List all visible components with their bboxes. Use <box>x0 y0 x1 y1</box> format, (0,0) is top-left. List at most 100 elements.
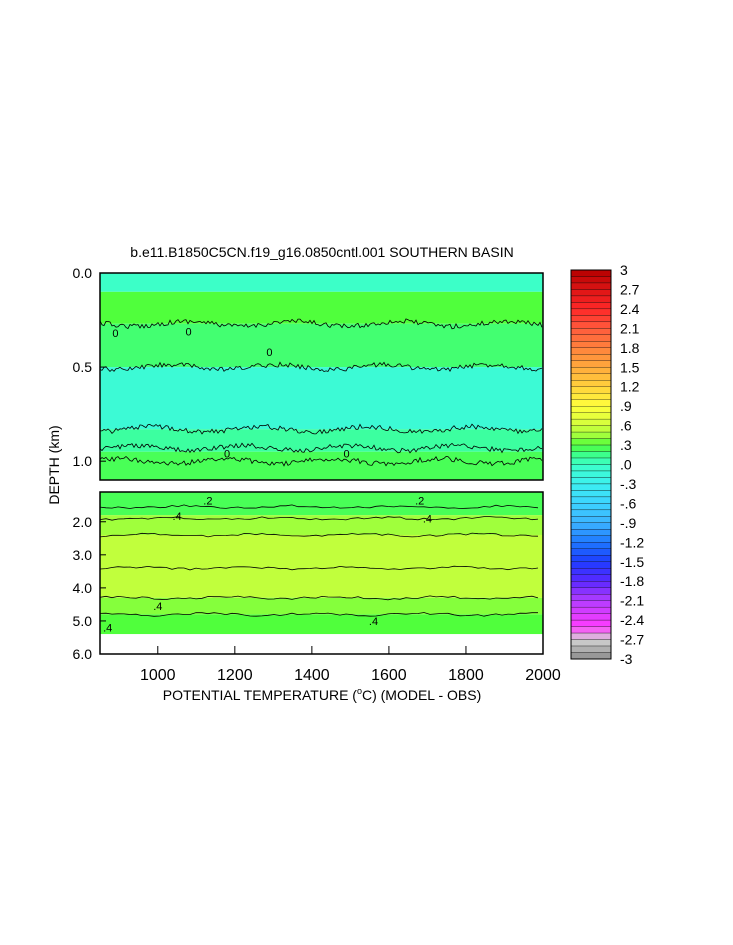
colorbar-swatch <box>570 393 612 400</box>
x-axis-label-suffix: C) (MODEL - OBS) <box>362 687 481 703</box>
contour-band <box>100 597 543 615</box>
colorbar-swatch <box>570 555 612 562</box>
colorbar-tick-label: .3 <box>620 437 632 453</box>
colorbar-swatch <box>570 308 612 316</box>
colorbar-swatch <box>570 477 612 485</box>
contour-line <box>100 504 539 509</box>
contour-band <box>100 534 543 598</box>
x-tick-label: 1200 <box>217 667 253 684</box>
lower-panel: .2 .2 .4 .4 .4 .4 .4 2.0 3.0 4.0 5.0 6.0 <box>73 491 544 662</box>
contour-label: .4 <box>423 513 432 525</box>
contour-line <box>100 516 539 521</box>
x-tick-label: 1800 <box>448 667 484 684</box>
colorbar-swatch <box>570 302 612 310</box>
colorbar-swatch <box>570 425 612 433</box>
colorbar-swatch <box>570 496 612 504</box>
colorbar-tick-label: -.3 <box>620 476 637 492</box>
colorbar-tick-label: -2.1 <box>620 593 644 609</box>
colorbar-swatch <box>570 568 612 575</box>
colorbar-swatch <box>570 529 612 536</box>
contour-line <box>100 595 539 601</box>
contour-line <box>100 455 543 467</box>
colorbar-swatch <box>570 276 612 284</box>
colorbar-swatch <box>570 438 612 446</box>
contour-label: 0 <box>343 449 349 461</box>
colorbar-tick-label: -.9 <box>620 515 637 531</box>
colorbar-swatch <box>570 354 612 361</box>
colorbar-swatch <box>570 645 612 653</box>
colorbar-swatch <box>570 542 612 549</box>
y-tick-label: 6.0 <box>73 646 93 662</box>
contour-label: .4 <box>153 601 162 613</box>
contour-label: .2 <box>415 495 424 507</box>
colorbar-swatch <box>570 347 612 355</box>
colorbar-swatch <box>570 373 612 381</box>
colorbar-swatch <box>570 328 612 335</box>
colorbar-swatch <box>570 457 612 465</box>
contour-label: 0 <box>266 347 272 359</box>
x-axis: 1000 1200 1400 1600 1800 2000 <box>140 646 561 684</box>
colorbar-frame <box>570 269 612 660</box>
colorbar-swatch <box>570 295 612 303</box>
contour-label: .4 <box>172 511 181 523</box>
x-axis-label-main: POTENTIAL TEMPERATURE ( <box>163 687 358 703</box>
contour-line <box>100 532 539 538</box>
contour-band <box>100 451 543 480</box>
colorbar-swatch <box>570 632 612 640</box>
y-tick-label: 1.0 <box>73 453 93 469</box>
y-tick-label: 5.0 <box>73 613 93 629</box>
colorbar-tick-label: -3 <box>620 651 633 667</box>
colorbar-swatch <box>570 587 612 595</box>
y-axis-label: DEPTH (km) <box>46 425 62 504</box>
colorbar-swatch <box>570 652 612 660</box>
y-tick-label: 0.5 <box>73 359 93 375</box>
colorbar-swatch <box>570 418 612 426</box>
upper-panel: 0 0 0 0 0 0.0 0.5 1.0 <box>73 265 544 481</box>
contour-label: 0 <box>186 326 192 338</box>
colorbar-swatch <box>570 522 612 530</box>
colorbar-swatch <box>570 574 612 582</box>
colorbar-swatch <box>570 269 612 277</box>
colorbar-swatch <box>570 315 612 323</box>
colorbar-tick-label: -1.2 <box>620 534 644 550</box>
colorbar-swatch <box>570 503 612 511</box>
colorbar-swatch <box>570 380 612 387</box>
contour-band <box>100 614 543 635</box>
colorbar-swatch <box>570 561 612 569</box>
contour-line <box>100 318 543 330</box>
x-axis-label-unit: o <box>357 686 362 696</box>
contour-label: 0 <box>112 328 118 340</box>
colorbar-swatch <box>570 483 612 491</box>
colorbar-tick-label: -2.4 <box>620 612 644 628</box>
colorbar-swatch <box>570 581 612 588</box>
colorbar-swatch <box>570 626 612 634</box>
colorbar-tick-label: 2.4 <box>620 301 640 317</box>
colorbar-tick-label: -1.5 <box>620 554 644 570</box>
colorbar-swatch <box>570 405 612 413</box>
contour-band <box>100 429 543 452</box>
colorbar-swatch <box>570 341 612 348</box>
x-tick-label: 1600 <box>371 667 407 684</box>
panel-frame <box>99 272 544 481</box>
colorbar-swatch <box>570 321 612 329</box>
colorbar-swatch <box>570 289 612 297</box>
y-tick-label: 4.0 <box>73 580 93 596</box>
contour-label: .2 <box>203 495 212 507</box>
colorbar-swatch <box>570 509 612 517</box>
colorbar-swatch <box>570 613 612 621</box>
colorbar-swatch <box>570 360 612 368</box>
chart-title: b.e11.B1850C5CN.f19_g16.0850cntl.001 SOU… <box>130 244 513 260</box>
colorbar-swatch <box>570 399 612 407</box>
colorbar-swatch <box>570 444 612 452</box>
colorbar-swatch <box>570 334 612 342</box>
colorbar-swatch <box>570 490 612 498</box>
contour-line <box>100 565 539 571</box>
colorbar-swatch <box>570 535 612 543</box>
colorbar-swatch <box>570 451 612 459</box>
contour-line <box>100 423 543 435</box>
colorbar-tick-label: 2.1 <box>620 320 640 336</box>
colorbar-tick-label: 1.5 <box>620 359 640 375</box>
y-tick-label: 3.0 <box>73 547 93 563</box>
svg-text:POTENTIAL TEMPERATURE (oC) (MO: POTENTIAL TEMPERATURE (oC) (MODEL - OBS) <box>163 686 482 703</box>
